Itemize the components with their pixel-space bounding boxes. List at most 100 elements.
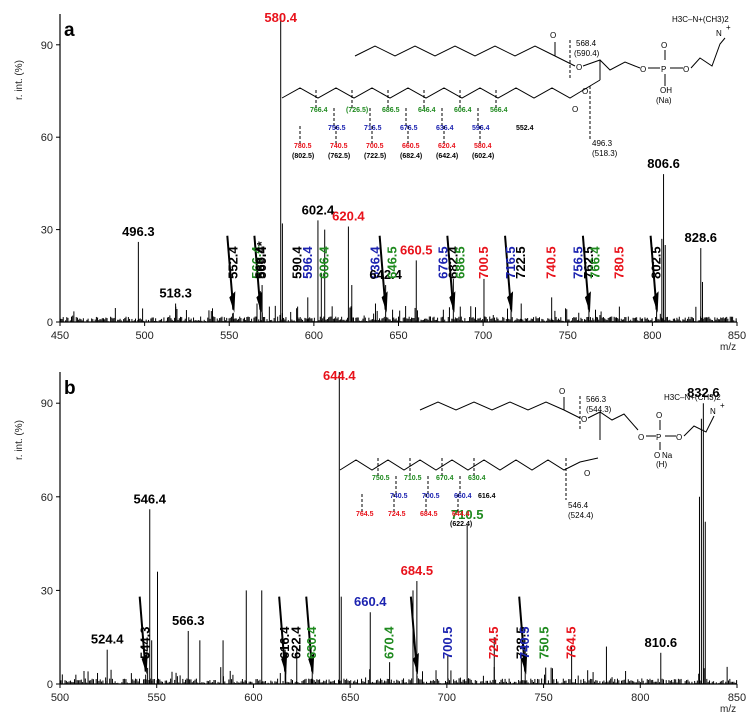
svg-text:496.3: 496.3 (592, 139, 613, 148)
peak-label: 622.4 (289, 626, 304, 659)
y-tick-label: 60 (41, 132, 53, 144)
x-tick-label: 800 (643, 330, 661, 342)
x-tick-label: 500 (51, 692, 69, 704)
svg-text:(590.4): (590.4) (574, 49, 600, 58)
panel-a-y-axis-label: r. int. (%) (14, 60, 25, 100)
panel-b-lipid-structure: O O O P O O Na (H) O N + H3C–N+(CH3)2 56… (339, 387, 725, 528)
svg-text:O: O (550, 31, 556, 40)
fragment-label: (682.4) (400, 153, 422, 160)
peak-arrow-head (584, 291, 591, 313)
fragment-label: 766.4 (310, 107, 328, 114)
x-tick-label: 650 (341, 692, 359, 704)
panel-a-na-label: (Na) (656, 96, 672, 105)
panel-b-na-label: Na (662, 451, 673, 460)
fragment-label: 756.5 (328, 125, 346, 132)
panel-a-headgroup-label: H3C–N+(CH3)2 (672, 15, 729, 24)
svg-text:O: O (576, 63, 582, 72)
fragment-label: 566.4 (490, 107, 508, 114)
peak-label: 566.3 (172, 613, 205, 628)
peak-label: 524.4 (91, 632, 124, 647)
fragment-label: (602.4) (472, 153, 494, 160)
fragment-label: 646.4 (418, 107, 436, 114)
fragment-label: 630.4 (468, 475, 486, 482)
panel-b-h-label: (H) (656, 460, 667, 469)
fragment-label: 700.5 (366, 143, 384, 150)
peak-label: 496.3 (122, 224, 155, 239)
svg-text:566.3: 566.3 (586, 395, 607, 404)
peak-label: 762.5 (581, 246, 596, 279)
svg-text:N: N (716, 29, 722, 38)
y-tick-label: 90 (41, 398, 53, 410)
peak-arrow-head (308, 652, 315, 675)
peak-arrow-head (281, 652, 288, 675)
peak-arrow-head (381, 291, 388, 313)
y-tick-label: 30 (41, 585, 53, 597)
panel-a-oh-label: OH (660, 86, 672, 95)
svg-text:O: O (638, 433, 644, 442)
fragment-label: (726.5) (346, 107, 368, 114)
svg-text:568.4: 568.4 (576, 39, 597, 48)
peak-label: 722.5 (513, 246, 528, 279)
peak-label: 642.4 (369, 267, 402, 282)
peak-label: 660.5 (400, 242, 433, 257)
svg-text:546.4: 546.4 (568, 501, 589, 510)
fragment-label: 676.5 (400, 125, 418, 132)
x-tick-label: 700 (474, 330, 492, 342)
peak-label: 738.5 (513, 626, 528, 659)
peak-label: 724.5 (486, 626, 501, 659)
x-tick-label: 850 (728, 330, 746, 342)
fragment-label: (722.5) (364, 153, 386, 160)
peak-label: 630.4 (304, 626, 319, 659)
fragment-label: 740.5 (390, 493, 408, 500)
peak-label: 750.5 (537, 626, 552, 659)
svg-text:O: O (661, 41, 667, 50)
peak-label: 660.4 (354, 594, 387, 609)
fragment-label: (642.4) (436, 153, 458, 160)
peak-label: 644.4 (323, 368, 356, 383)
x-tick-label: 750 (534, 692, 552, 704)
fragment-label: 644.4 (452, 511, 470, 518)
fragment-label: 716.5 (364, 125, 382, 132)
y-tick-label: 60 (41, 492, 53, 504)
peak-label: 670.4 (382, 626, 397, 659)
x-tick-label: 800 (631, 692, 649, 704)
fragment-label: 710.5 (404, 475, 422, 482)
svg-text:O: O (581, 415, 587, 424)
svg-text:O: O (654, 451, 660, 460)
panel-b-spectrum: b r. int. (%) m/z 500 550 600 650 700 750 800 8… (14, 368, 746, 715)
peak-label: 568.4 (252, 246, 267, 279)
peak-label: 756.5 (571, 246, 586, 279)
fragment-label: 606.4 (454, 107, 472, 114)
svg-text:O: O (640, 65, 646, 74)
svg-text:(518.3): (518.3) (592, 149, 618, 158)
svg-text:+: + (726, 23, 731, 32)
fragment-label: (762.5) (328, 153, 350, 160)
peak-label: 676.5 (435, 246, 450, 279)
peak-label: 686.5 (452, 246, 467, 279)
x-tick-label: 750 (559, 330, 577, 342)
peak-label: 546.4 (133, 491, 166, 506)
peak-label: 590.4 (290, 246, 305, 279)
peak-label: 566.4 (249, 246, 264, 279)
panel-a-x-axis-label: m/z (720, 342, 736, 353)
peak-label: 764.5 (564, 626, 579, 659)
peak-label: 544.3 (138, 626, 153, 659)
peak-label: 710.5 (451, 507, 484, 522)
x-tick-label: 500 (135, 330, 153, 342)
x-tick-label: 600 (244, 692, 262, 704)
svg-text:O: O (582, 87, 588, 96)
peak-label: 716.5 (503, 246, 518, 279)
y-tick-label: 30 (41, 225, 53, 237)
svg-text:P: P (656, 433, 661, 442)
peak-arrow-head (652, 291, 659, 313)
peak-arrow-head (507, 291, 514, 313)
fragment-label: 616.4 (478, 493, 496, 500)
peak-label: 740.5 (517, 626, 532, 659)
peak-arrow-head (412, 652, 419, 675)
x-tick-label: 700 (438, 692, 456, 704)
peak-arrow-head (521, 652, 528, 675)
fragment-label: 724.5 (388, 511, 406, 518)
peak-arrow-head (141, 652, 148, 675)
fragment-label: 660.4 (454, 493, 472, 500)
fragment-label: 596.4 (472, 125, 490, 132)
